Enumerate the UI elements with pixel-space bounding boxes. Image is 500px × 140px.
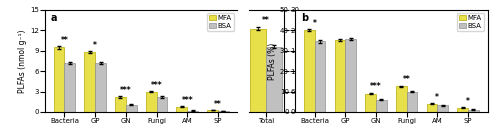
Bar [314, 41, 326, 112]
Text: a: a [51, 13, 58, 23]
Legend: MFA, BSA: MFA, BSA [456, 13, 484, 31]
Bar [156, 97, 168, 112]
Bar [468, 109, 479, 112]
Text: ***: *** [182, 96, 193, 105]
Bar [438, 105, 448, 112]
Bar [396, 86, 406, 112]
Text: **: ** [60, 36, 68, 45]
Bar [95, 63, 106, 112]
Bar [376, 100, 386, 112]
Bar [176, 107, 187, 112]
Bar [250, 29, 266, 112]
Bar [218, 111, 228, 112]
Text: *: * [466, 97, 470, 106]
Bar [304, 30, 314, 112]
Bar [334, 40, 345, 112]
Legend: MFA, BSA: MFA, BSA [206, 13, 234, 31]
Bar [406, 92, 418, 112]
Y-axis label: Total PLFAs (nmol g⁻¹): Total PLFAs (nmol g⁻¹) [302, 19, 311, 103]
Text: **: ** [214, 100, 222, 109]
Bar [115, 97, 126, 112]
Bar [426, 104, 438, 112]
Bar [187, 111, 198, 112]
Bar [126, 104, 136, 112]
Bar [266, 47, 282, 112]
Bar [84, 52, 95, 112]
Bar [365, 94, 376, 112]
Text: b: b [301, 13, 308, 23]
Text: ***: *** [150, 81, 162, 90]
Text: *: * [93, 41, 97, 50]
Text: ***: *** [370, 82, 382, 91]
Text: *: * [312, 19, 316, 28]
Bar [207, 110, 218, 112]
Text: **: ** [262, 17, 270, 25]
Bar [54, 47, 64, 112]
Bar [146, 92, 156, 112]
Text: **: ** [403, 75, 410, 84]
Bar [64, 63, 75, 112]
Bar [346, 39, 356, 112]
Text: ***: *** [120, 86, 132, 95]
Bar [458, 108, 468, 112]
Y-axis label: PLFAs (%): PLFAs (%) [268, 42, 277, 80]
Text: *: * [436, 93, 440, 102]
Y-axis label: PLFAs (nmol g⁻¹): PLFAs (nmol g⁻¹) [18, 29, 27, 93]
